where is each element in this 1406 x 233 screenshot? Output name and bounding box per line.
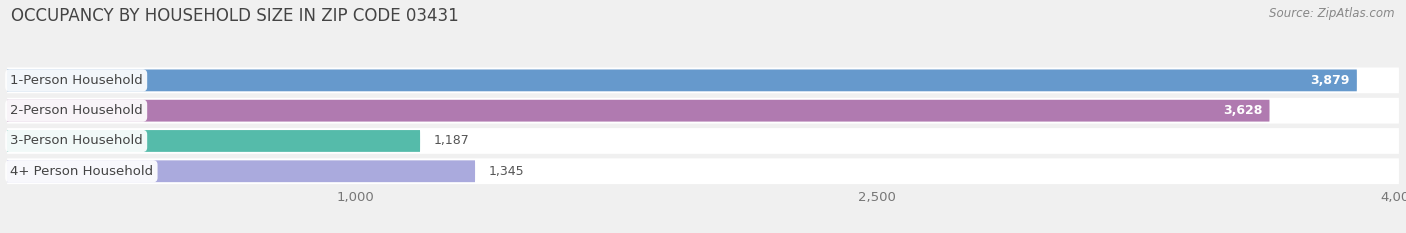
- FancyBboxPatch shape: [7, 158, 1399, 184]
- Text: 1,345: 1,345: [489, 165, 524, 178]
- Text: 1,187: 1,187: [434, 134, 470, 147]
- FancyBboxPatch shape: [7, 100, 1270, 122]
- Text: 4+ Person Household: 4+ Person Household: [10, 165, 153, 178]
- Text: 1-Person Household: 1-Person Household: [10, 74, 142, 87]
- Text: 3,628: 3,628: [1223, 104, 1263, 117]
- FancyBboxPatch shape: [7, 130, 420, 152]
- FancyBboxPatch shape: [7, 68, 1399, 93]
- Text: Source: ZipAtlas.com: Source: ZipAtlas.com: [1270, 7, 1395, 20]
- FancyBboxPatch shape: [7, 128, 1399, 154]
- Text: 3,879: 3,879: [1310, 74, 1350, 87]
- Text: 3-Person Household: 3-Person Household: [10, 134, 142, 147]
- Text: OCCUPANCY BY HOUSEHOLD SIZE IN ZIP CODE 03431: OCCUPANCY BY HOUSEHOLD SIZE IN ZIP CODE …: [11, 7, 458, 25]
- FancyBboxPatch shape: [7, 69, 1357, 91]
- Text: 2-Person Household: 2-Person Household: [10, 104, 142, 117]
- FancyBboxPatch shape: [7, 160, 475, 182]
- FancyBboxPatch shape: [7, 98, 1399, 123]
